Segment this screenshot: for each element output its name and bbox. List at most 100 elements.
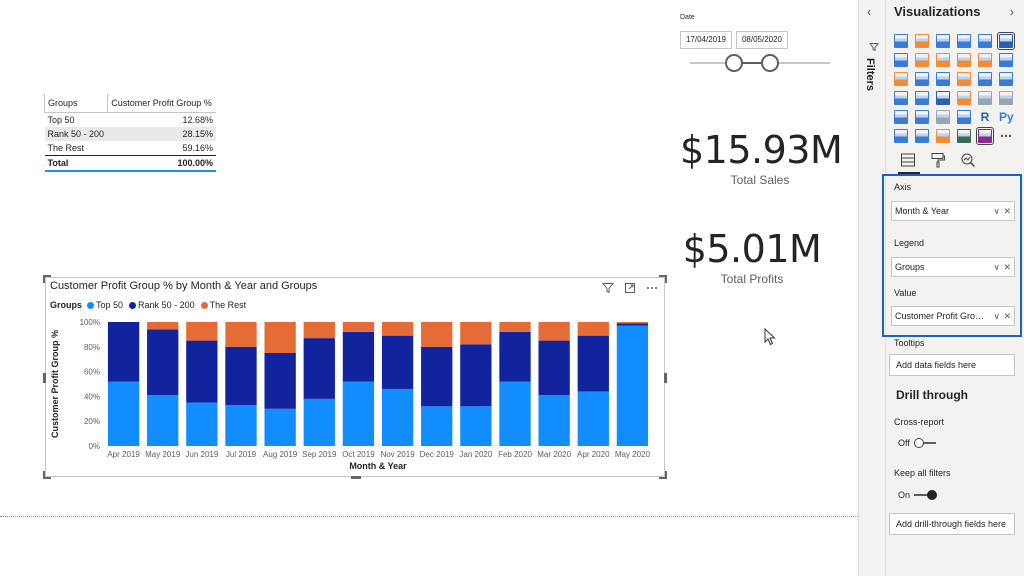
expand-chevron-icon[interactable]: › [1009,4,1014,19]
table-header-profit-pct[interactable]: Customer Profit Group % [107,94,216,113]
table-header-groups[interactable]: Groups [43,94,108,113]
map-icon[interactable] [894,91,908,105]
kpi-icon[interactable] [894,110,908,124]
matrix-icon[interactable] [957,110,971,124]
more-options-icon[interactable] [646,281,658,293]
groups-table[interactable]: Groups Customer Profit Group % Top 50 12… [43,94,217,172]
bar-segment [499,322,531,332]
arcgis-icon[interactable] [957,129,971,143]
drill-through-drop-zone[interactable]: Add drill-through fields here [889,513,1015,535]
treemap-icon[interactable] [999,72,1013,86]
resize-handle-bottom-left[interactable] [43,471,51,479]
legend-field[interactable]: Groups ∨ ✕ [891,257,1015,277]
gauge-icon[interactable] [957,91,971,105]
python-visual-icon[interactable]: Py [999,110,1014,124]
remove-field-icon[interactable]: ✕ [1003,311,1011,321]
stacked-column-icon[interactable] [915,34,929,48]
visual-header-toolbar [601,281,658,294]
ribbon-chart-icon[interactable] [999,53,1013,67]
total-sales-card[interactable]: $15.93M Total Sales [680,128,843,187]
remove-field-icon[interactable]: ✕ [1003,206,1011,216]
bar-segment [107,322,140,382]
legend-label: The Rest [209,300,247,310]
table-row[interactable]: The Rest 59.16% [45,141,217,156]
chevron-down-icon[interactable]: ∨ [993,206,1000,216]
resize-handle-left[interactable] [43,373,46,383]
date-slider-end-handle[interactable] [761,54,779,72]
legend-item-rank-50-200[interactable]: Rank 50 - 200 [129,300,195,310]
chevron-down-icon[interactable]: ∨ [993,262,1000,272]
stacked-column-chart[interactable]: 0% 20% 40% 60% 80% 100% Customer Profit Group … [43,275,667,479]
active-tab-indicator [898,172,920,174]
donut-chart-icon[interactable] [978,72,992,86]
table-icon[interactable] [936,110,950,124]
qa-icon[interactable] [936,129,950,143]
focus-mode-icon[interactable] [624,281,636,293]
area-chart-icon[interactable] [915,53,929,67]
multi-row-card-icon[interactable] [999,91,1013,105]
format-paint-icon[interactable] [930,152,946,168]
resize-handle-top-left[interactable] [43,275,51,283]
tooltips-drop-zone[interactable]: Add data fields here [889,354,1015,376]
line-stacked-column-icon[interactable] [978,53,992,67]
cross-report-toggle[interactable]: Off [898,438,936,448]
legend-item-the-rest[interactable]: The Rest [200,300,247,310]
bar-segment [460,344,492,407]
axis-field[interactable]: Month & Year ∨ ✕ [891,201,1015,221]
keep-all-filters-state: On [898,490,911,500]
waterfall-icon[interactable] [894,72,908,86]
total-sales-value: $15.93M [680,128,843,172]
pie-chart-icon[interactable] [957,72,971,86]
toggle-knob [927,490,938,500]
bar-segment [499,381,531,446]
chart-title: Customer Profit Group % by Month & Year … [50,280,318,292]
funnel-icon[interactable] [915,72,929,86]
clustered-column-icon[interactable] [957,34,971,48]
resize-handle-right[interactable] [664,373,667,383]
date-from-input[interactable]: 17/04/2019 [680,31,732,49]
chevron-down-icon[interactable]: ∨ [993,311,1000,321]
collapse-chevron-icon[interactable]: ‹ [867,4,872,19]
shape-map-icon[interactable] [936,91,950,105]
table-row[interactable]: Rank 50 - 200 28.15% [44,126,216,141]
card-icon[interactable] [978,91,992,105]
decomposition-tree-icon[interactable] [915,129,929,143]
analytics-icon[interactable] [960,152,976,168]
x-tick-label: Oct 2019 [342,450,375,459]
clustered-bar-icon[interactable] [936,34,950,48]
slicer-icon[interactable] [915,110,929,124]
scatter-icon[interactable] [936,72,950,86]
legend-item-top-50[interactable]: Top 50 [87,300,123,310]
date-to-input[interactable]: 08/05/2020 [736,31,788,49]
remove-field-icon[interactable]: ✕ [1003,262,1011,272]
custom-visual-icon[interactable] [976,127,994,145]
resize-handle-bottom-right[interactable] [659,471,667,479]
bar-segment [264,353,296,409]
total-profits-card[interactable]: $5.01M Total Profits [672,227,832,286]
fields-tab-icon[interactable] [900,152,916,168]
table-row[interactable]: Top 50 12.68% [45,112,217,127]
filters-pane[interactable]: ‹ Filters [858,0,886,576]
total-profits-value: $5.01M [682,227,822,271]
value-field[interactable]: Customer Profit Group % ∨ ✕ [891,306,1015,326]
filled-map-icon[interactable] [915,91,929,105]
stacked-area-icon[interactable] [936,53,950,67]
r-visual-icon[interactable]: R [980,110,990,124]
resize-handle-top-right[interactable] [659,275,667,283]
keep-all-filters-toggle[interactable]: On [898,490,938,500]
key-influencers-icon[interactable] [894,129,908,143]
date-slicer[interactable]: Date 17/04/2019 08/05/2020 [680,14,830,84]
100-stacked-column-icon[interactable] [997,32,1015,50]
value-field-name: Customer Profit Group % [895,311,987,321]
stacked-bar-icon[interactable] [894,34,908,48]
filter-icon[interactable] [601,281,615,294]
resize-handle-bottom[interactable] [351,476,361,479]
line-chart-icon[interactable] [894,53,908,67]
filters-pane-label[interactable]: Filters [864,58,876,92]
100-stacked-bar-icon[interactable] [978,34,992,48]
more-visuals-icon[interactable]: ⋯ [1000,129,1012,143]
line-column-icon[interactable] [957,53,971,67]
date-slider-start-handle[interactable] [725,54,743,72]
visualizations-title: Visualizations [894,4,981,19]
y-tick-label: 80% [84,343,100,352]
